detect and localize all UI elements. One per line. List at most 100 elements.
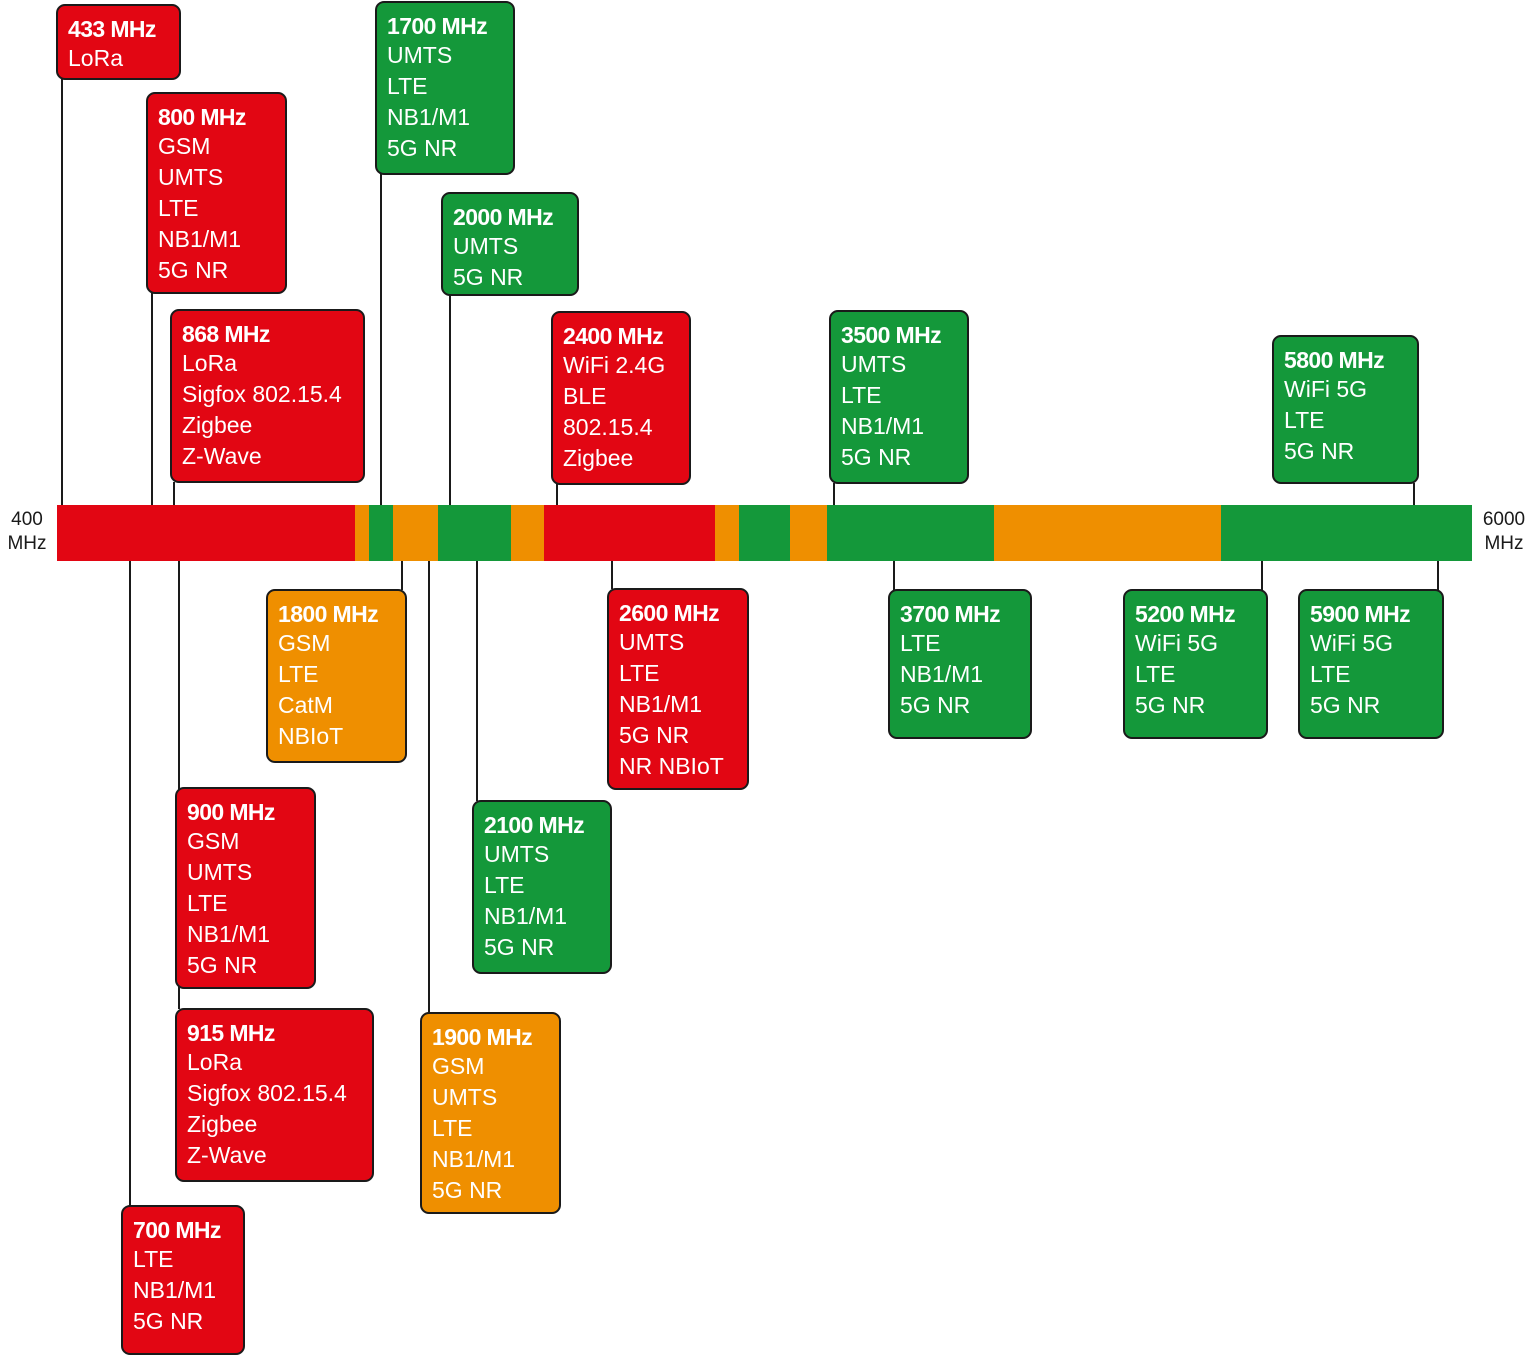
axis-end-label: 6000 MHz [1482,509,1526,554]
band-box-868: 868 MHz LoRa Sigfox 802.15.4 Zigbee Z-Wave [170,309,365,483]
band-technology: 5G NR [1135,692,1206,718]
band-technology: 5G NR [187,952,258,978]
spectrum-segment-orange [511,505,544,561]
band-frequency: 1700 MHz [387,13,488,39]
spectrum-segment-green [739,505,790,561]
band-technology: WiFi 5G [1310,630,1394,656]
band-technology: NB1/M1 [900,661,984,687]
band-technology: LTE [841,382,882,408]
band-technology: WiFi 5G [1135,630,1219,656]
band-box-5800: 5800 MHz WiFi 5G LTE 5G NR [1272,335,1419,484]
band-box-2400: 2400 MHz WiFi 2.4G BLE 802.15.4 Zigbee [551,311,691,485]
band-technology: NB1/M1 [387,104,471,130]
band-technology: LTE [1135,661,1176,687]
spectrum-bar [57,505,1472,561]
band-technology: 5G NR [1284,438,1355,464]
band-technology: UMTS [387,42,453,68]
band-frequency: 2000 MHz [453,204,554,230]
spectrum-segment-green [438,505,511,561]
band-box-1800: 1800 MHz GSM LTE CatM NBIoT [266,589,407,763]
spectrum-segment-green [827,505,994,561]
band-technology: WiFi 5G [1284,376,1368,402]
band-technology: LTE [187,890,228,916]
band-technology: Zigbee [187,1111,258,1137]
band-technology: LTE [278,661,319,687]
band-box-3500: 3500 MHz UMTS LTE NB1/M1 5G NR [829,310,969,484]
band-technology: NB1/M1 [841,413,925,439]
band-technology: 5G NR [1310,692,1381,718]
band-frequency: 433 MHz [68,16,156,42]
band-technology: NR NBIoT [619,753,724,779]
band-frequency: 5200 MHz [1135,601,1236,627]
spectrum-segment-red [57,505,355,561]
band-box-3700: 3700 MHz LTE NB1/M1 5G NR [888,589,1032,739]
spectrum-segment-orange [994,505,1221,561]
band-technology: LTE [158,195,199,221]
spectrum-segment-orange [355,505,369,561]
band-technology: Z-Wave [187,1142,267,1168]
band-technology: 5G NR [841,444,912,470]
band-box-900: 900 MHz GSM UMTS LTE NB1/M1 5G NR [175,787,316,989]
band-frequency: 5800 MHz [1284,347,1385,373]
band-technology: NB1/M1 [432,1146,516,1172]
band-technology: WiFi 2.4G [563,352,666,378]
band-technology: LTE [619,660,660,686]
spectrum-segment-orange [790,505,827,561]
band-frequency: 915 MHz [187,1020,275,1046]
band-technology: Sigfox 802.15.4 [187,1080,347,1106]
band-technology: UMTS [432,1084,498,1110]
band-technology: Zigbee [182,412,253,438]
band-technology: GSM [158,133,211,159]
band-technology: LTE [484,872,525,898]
axis-start-label: 400 MHz [7,509,47,554]
band-technology: LTE [387,73,428,99]
band-frequency: 3500 MHz [841,322,942,348]
band-technology: BLE [563,383,607,409]
band-box-433: 433 MHz LoRa [56,4,181,80]
band-box-5200: 5200 MHz WiFi 5G LTE 5G NR [1123,589,1268,739]
band-technology: UMTS [484,841,550,867]
band-technology: LoRa [187,1049,242,1075]
spectrum-segment-green [1221,505,1472,561]
band-technology: LTE [133,1246,174,1272]
band-technology: CatM [278,692,333,718]
band-technology: 5G NR [133,1308,204,1334]
band-technology: NB1/M1 [158,226,242,252]
band-technology: NB1/M1 [133,1277,217,1303]
band-technology: LTE [1310,661,1351,687]
spectrum-segment-orange [715,505,739,561]
band-technology: UMTS [619,629,685,655]
band-technology: UMTS [841,351,907,377]
band-technology: UMTS [158,164,224,190]
band-frequency: 700 MHz [133,1217,221,1243]
band-box-1900: 1900 MHz GSM UMTS LTE NB1/M1 5G NR [420,1012,561,1214]
band-frequency: 1900 MHz [432,1024,533,1050]
band-technology: LoRa [68,45,123,71]
band-frequency: 2100 MHz [484,812,585,838]
band-box-2600: 2600 MHz UMTS LTE NB1/M1 5G NR NR NBIoT [607,588,749,790]
band-technology: 5G NR [619,722,690,748]
band-box-2100: 2100 MHz UMTS LTE NB1/M1 5G NR [472,800,612,974]
band-technology: UMTS [453,233,519,259]
band-technology: NBIoT [278,723,344,749]
band-box-2000: 2000 MHz UMTS 5G NR [441,192,579,296]
band-technology: NB1/M1 [619,691,703,717]
band-frequency: 868 MHz [182,321,270,347]
band-technology: GSM [432,1053,485,1079]
band-technology: 802.15.4 [563,414,653,440]
band-technology: 5G NR [900,692,971,718]
band-frequency: 1800 MHz [278,601,379,627]
band-technology: 5G NR [158,257,229,283]
band-technology: Z-Wave [182,443,262,469]
band-box-5900: 5900 MHz WiFi 5G LTE 5G NR [1298,589,1444,739]
band-frequency: 3700 MHz [900,601,1001,627]
band-technology: 5G NR [387,135,458,161]
band-box-800: 800 MHz GSM UMTS LTE NB1/M1 5G NR [146,92,287,294]
band-frequency: 5900 MHz [1310,601,1411,627]
band-technology: Zigbee [563,445,634,471]
band-technology: 5G NR [453,264,524,290]
spectrum-segment-red [544,505,715,561]
band-frequency: 2400 MHz [563,323,664,349]
